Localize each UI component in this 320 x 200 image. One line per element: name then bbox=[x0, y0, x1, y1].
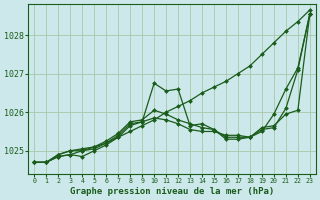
X-axis label: Graphe pression niveau de la mer (hPa): Graphe pression niveau de la mer (hPa) bbox=[70, 187, 274, 196]
